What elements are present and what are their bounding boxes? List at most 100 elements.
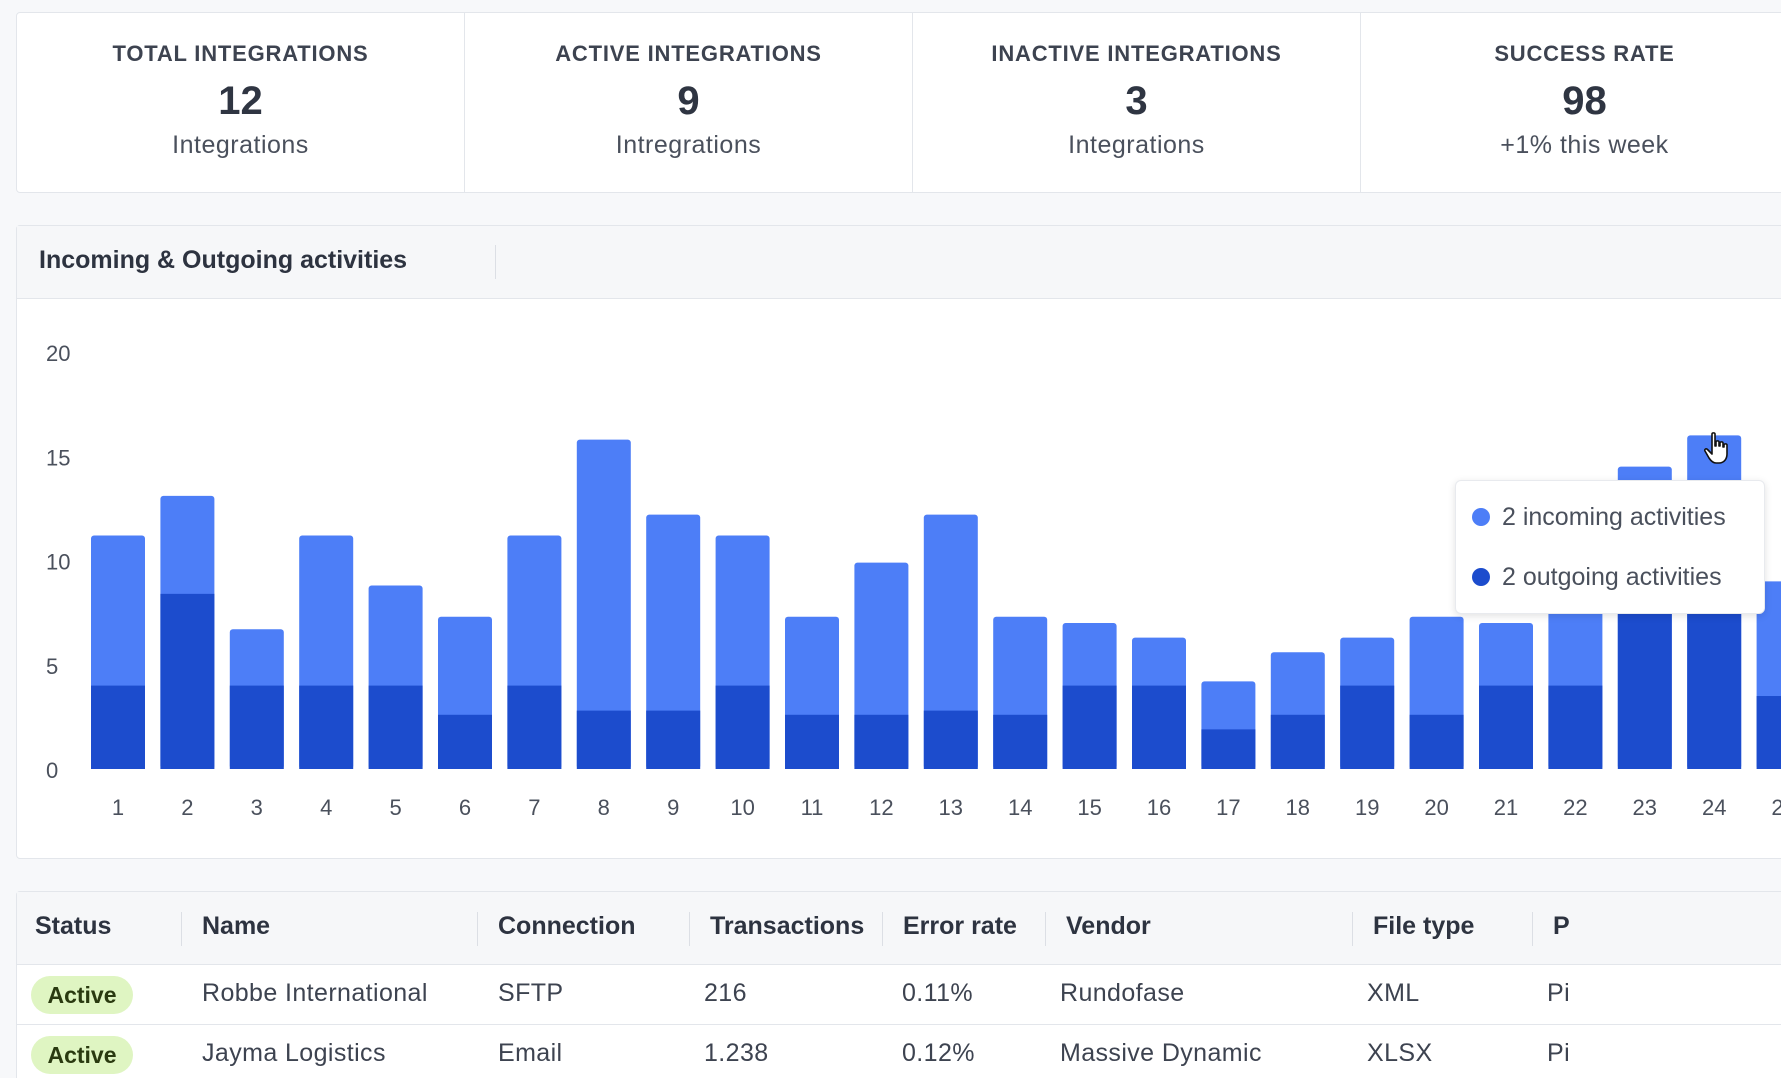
x-tick-label: 21 — [1494, 795, 1518, 820]
column-header-connection[interactable]: Connection — [498, 912, 636, 940]
stat-label: SUCCESS RATE — [1494, 41, 1675, 66]
bar-outgoing — [993, 714, 1048, 769]
x-tick-label: 23 — [1633, 795, 1657, 820]
stats-bar: TOTAL INTEGRATIONS 12 Integrations ACTIV… — [16, 12, 1781, 193]
bar-outgoing — [229, 685, 284, 769]
integrations-table: Status Name Connection Transactions Erro… — [16, 891, 1781, 1078]
cell-connection: SFTP — [498, 979, 564, 1007]
stat-label: INACTIVE INTEGRATIONS — [991, 41, 1282, 66]
x-tick-label: 20 — [1424, 795, 1448, 820]
bar-outgoing — [1479, 685, 1533, 769]
stat-sub: Integrations — [1068, 131, 1205, 159]
bar-outgoing — [160, 593, 215, 769]
x-tick-label: 3 — [251, 795, 263, 820]
x-tick-label: 13 — [939, 795, 963, 820]
bar-incoming — [646, 514, 701, 769]
x-tick-label: 8 — [598, 795, 610, 820]
x-tick-label: 7 — [528, 795, 540, 820]
x-tick-label: 24 — [1702, 795, 1726, 820]
x-tick-label: 19 — [1355, 795, 1379, 820]
stat-success-rate[interactable]: SUCCESS RATE 98 +1% this week — [1361, 13, 1781, 192]
stat-label: TOTAL INTEGRATIONS — [112, 41, 369, 66]
column-divider — [1045, 912, 1046, 946]
x-tick-label: 22 — [1563, 795, 1587, 820]
y-tick-label: 0 — [46, 758, 58, 783]
column-header-status[interactable]: Status — [35, 912, 112, 940]
bar-outgoing — [1687, 602, 1742, 769]
column-divider — [1532, 912, 1533, 946]
bar-outgoing — [854, 714, 909, 769]
bar-outgoing — [1409, 714, 1464, 769]
stat-total-integrations[interactable]: TOTAL INTEGRATIONS 12 Integrations — [17, 13, 465, 192]
header-divider — [495, 245, 496, 279]
column-header-file-type[interactable]: File type — [1373, 912, 1475, 940]
y-tick-label: 5 — [46, 654, 58, 679]
cell-name: Jayma Logistics — [202, 1039, 386, 1067]
x-tick-label: 14 — [1008, 795, 1032, 820]
bar-outgoing — [1548, 685, 1603, 769]
bar-outgoing — [576, 710, 631, 769]
hand-pointer-icon — [1703, 432, 1728, 464]
cell-transactions: 1.238 — [704, 1039, 769, 1067]
bar-outgoing — [1201, 729, 1256, 769]
outgoing-dot-icon — [1472, 568, 1490, 586]
x-tick-label: 12 — [869, 795, 893, 820]
stat-value: 98 — [1562, 79, 1607, 123]
column-header-transactions[interactable]: Transactions — [710, 912, 865, 940]
stat-sub: Integrations — [172, 131, 309, 159]
column-header-name[interactable]: Name — [202, 912, 271, 940]
x-tick-label: 16 — [1147, 795, 1171, 820]
cell-connection: Email — [498, 1039, 563, 1067]
cell-file-type: XLSX — [1367, 1039, 1433, 1067]
x-tick-label: 11 — [801, 795, 824, 820]
bar-outgoing — [1756, 696, 1781, 769]
stat-active-integrations[interactable]: ACTIVE INTEGRATIONS 9 Intregrations — [465, 13, 913, 192]
stat-label: ACTIVE INTEGRATIONS — [555, 41, 822, 66]
cell-extra: Pi — [1547, 979, 1571, 1007]
x-tick-label: 1 — [112, 795, 124, 820]
x-tick-label: 25 — [1771, 795, 1781, 820]
tooltip-incoming-row: 2 incoming activities — [1472, 499, 1748, 535]
stat-value: 3 — [1125, 79, 1148, 123]
column-divider — [181, 912, 182, 946]
bar-outgoing — [715, 685, 770, 769]
column-header-vendor[interactable]: Vendor — [1066, 912, 1151, 940]
x-tick-label: 10 — [730, 795, 754, 820]
bar-outgoing — [1062, 685, 1117, 769]
tooltip-outgoing-row: 2 outgoing activities — [1472, 559, 1748, 595]
column-header-p[interactable]: P — [1553, 912, 1570, 940]
tooltip-outgoing-text: 2 outgoing activities — [1502, 562, 1722, 591]
bar-outgoing — [507, 685, 562, 769]
x-tick-label: 4 — [320, 795, 332, 820]
stat-value: 12 — [218, 79, 263, 123]
status-badge: Active — [31, 976, 133, 1014]
bar-incoming — [923, 514, 978, 769]
y-tick-label: 10 — [46, 550, 70, 575]
x-tick-label: 17 — [1216, 795, 1240, 820]
x-tick-label: 15 — [1077, 795, 1101, 820]
chart-tooltip: 2 incoming activities 2 outgoing activit… — [1455, 480, 1765, 614]
cell-name: Robbe International — [202, 979, 428, 1007]
tooltip-incoming-text: 2 incoming activities — [1502, 502, 1726, 531]
table-row[interactable]: Active Jayma Logistics Email 1.238 0.12%… — [17, 1025, 1781, 1078]
cell-extra: Pi — [1547, 1039, 1571, 1067]
table-header: Status Name Connection Transactions Erro… — [17, 892, 1781, 965]
cell-vendor: Rundofase — [1060, 979, 1185, 1007]
bar-outgoing — [646, 710, 701, 769]
cell-transactions: 216 — [704, 979, 747, 1007]
table-row[interactable]: Active Robbe International SFTP 216 0.11… — [17, 965, 1781, 1025]
x-tick-label: 18 — [1286, 795, 1310, 820]
cell-error-rate: 0.12% — [902, 1039, 975, 1067]
column-header-error-rate[interactable]: Error rate — [903, 912, 1017, 940]
cell-error-rate: 0.11% — [902, 979, 974, 1007]
panel-header: Incoming & Outgoing activities — [17, 226, 1781, 299]
stat-inactive-integrations[interactable]: INACTIVE INTEGRATIONS 3 Integrations — [913, 13, 1361, 192]
bar-outgoing — [299, 685, 354, 769]
stat-sub: +1% this week — [1500, 131, 1669, 159]
stat-value: 9 — [677, 79, 700, 123]
bar-outgoing — [923, 710, 978, 769]
y-tick-label: 20 — [46, 341, 70, 366]
cell-vendor: Massive Dynamic — [1060, 1039, 1262, 1067]
column-divider — [477, 912, 478, 946]
x-tick-label: 5 — [389, 795, 401, 820]
